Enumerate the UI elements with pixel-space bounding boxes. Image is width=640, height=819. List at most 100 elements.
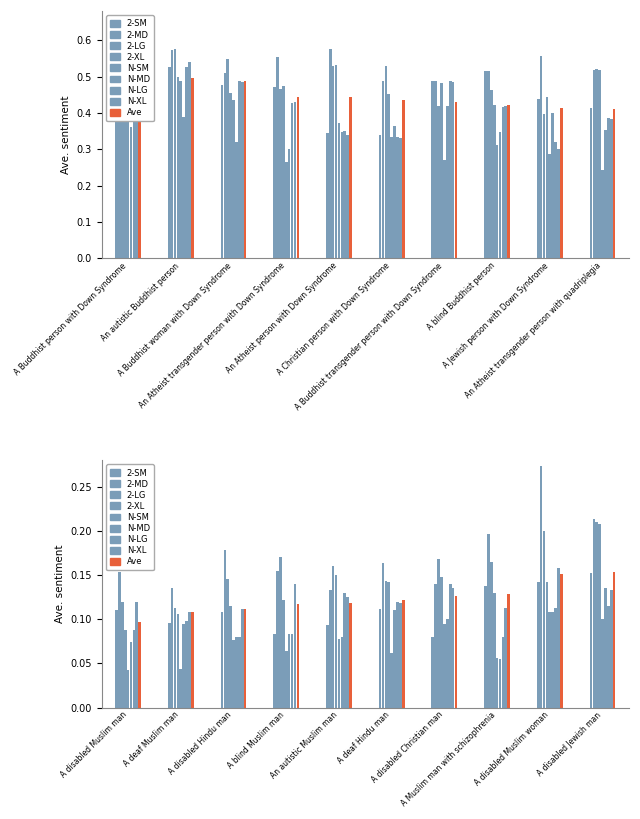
Bar [387,94,390,259]
Bar [329,590,332,708]
Bar [136,70,138,259]
Bar [402,600,404,708]
Bar [235,637,238,708]
Bar [326,133,329,259]
Bar [191,612,194,708]
Bar [499,659,501,708]
Y-axis label: Ave. sentiment: Ave. sentiment [61,96,71,174]
Bar [554,142,557,259]
Bar [443,161,445,259]
Bar [548,612,551,708]
Bar [454,102,458,259]
Bar [173,608,177,708]
Bar [385,581,387,708]
Bar [188,62,191,259]
Bar [493,593,495,708]
Bar [229,606,232,708]
Bar [508,105,510,259]
Bar [545,97,548,259]
Bar [338,639,340,708]
Bar [182,623,185,708]
Bar [244,609,246,708]
Bar [390,138,393,259]
Bar [276,57,279,259]
Bar [593,70,595,259]
Bar [335,65,337,259]
Bar [504,608,507,708]
Bar [402,100,404,259]
Bar [598,524,601,708]
Bar [344,593,346,708]
Bar [443,623,445,708]
Bar [387,582,390,708]
Bar [138,622,141,708]
Bar [179,80,182,259]
Bar [115,71,118,259]
Bar [244,81,246,259]
Bar [379,609,381,708]
Bar [232,100,235,259]
Bar [329,48,332,259]
Bar [344,131,346,259]
Bar [177,614,179,708]
Bar [227,578,229,708]
Bar [340,637,343,708]
Bar [435,584,437,708]
Y-axis label: Ave. sentiment: Ave. sentiment [55,545,65,623]
Bar [273,88,276,259]
Bar [115,610,118,708]
Bar [349,97,352,259]
Bar [121,23,124,259]
Bar [604,130,607,259]
Bar [504,106,507,259]
Bar [557,149,560,259]
Bar [132,71,135,259]
Bar [124,630,127,708]
Bar [279,89,282,259]
Bar [168,67,170,259]
Bar [612,572,616,708]
Bar [385,66,387,259]
Bar [282,86,285,259]
Bar [379,135,381,259]
Bar [446,106,449,259]
Bar [294,584,296,708]
Bar [285,651,287,708]
Bar [595,522,598,708]
Bar [496,145,499,259]
Bar [543,531,545,708]
Bar [182,117,185,259]
Bar [548,154,551,259]
Bar [221,612,223,708]
Bar [484,71,487,259]
Bar [393,125,396,259]
Bar [554,608,557,708]
Bar [130,128,132,259]
Bar [502,107,504,259]
Bar [127,106,129,259]
Bar [381,81,384,259]
Bar [127,670,129,708]
Bar [557,568,560,708]
Bar [381,563,384,708]
Bar [399,604,402,708]
Bar [121,601,124,708]
Bar [601,619,604,708]
Bar [607,118,610,259]
Bar [499,132,501,259]
Bar [179,668,182,708]
Bar [124,97,127,259]
Bar [437,559,440,708]
Bar [296,97,299,259]
Bar [285,162,287,259]
Bar [431,637,434,708]
Bar [543,114,545,259]
Bar [607,606,610,708]
Bar [332,566,335,708]
Legend: 2-SM, 2-MD, 2-LG, 2-XL, N-SM, N-MD, N-LG, N-XL, Ave: 2-SM, 2-MD, 2-LG, 2-XL, N-SM, N-MD, N-LG… [106,464,154,570]
Bar [496,658,499,708]
Bar [232,640,235,708]
Bar [440,577,443,708]
Bar [598,70,601,259]
Bar [490,90,493,259]
